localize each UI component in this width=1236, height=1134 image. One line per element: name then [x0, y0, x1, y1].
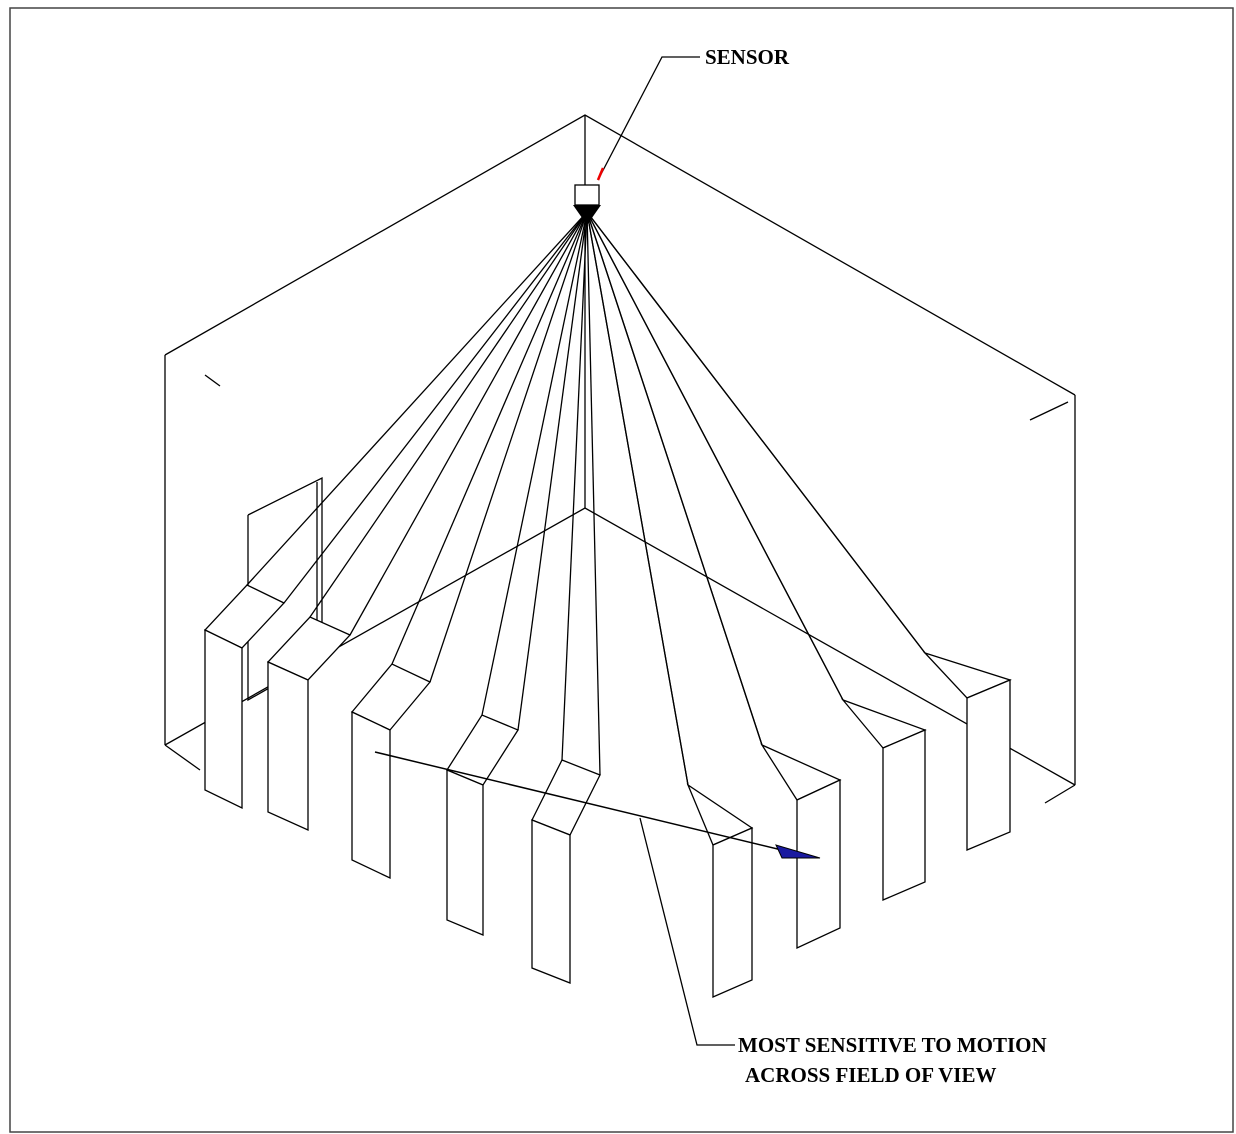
beam-face [797, 780, 840, 948]
note-label: MOST SENSITIVE TO MOTION [738, 1033, 1047, 1057]
frame [10, 8, 1233, 1132]
sensor-label: SENSOR [705, 45, 790, 69]
beam-face [883, 730, 925, 900]
beam-face [268, 662, 308, 830]
beam-face [713, 828, 752, 997]
note-label: ACROSS FIELD OF VIEW [745, 1063, 996, 1087]
beam-face [205, 630, 242, 808]
sensor-box [575, 185, 599, 205]
beam-face [352, 712, 390, 878]
diagram: SENSOR MOST SENSITIVE TO MOTION ACROSS F… [0, 0, 1236, 1134]
beam-face [447, 770, 483, 935]
beam-face [532, 820, 570, 983]
beam-face [967, 680, 1010, 850]
